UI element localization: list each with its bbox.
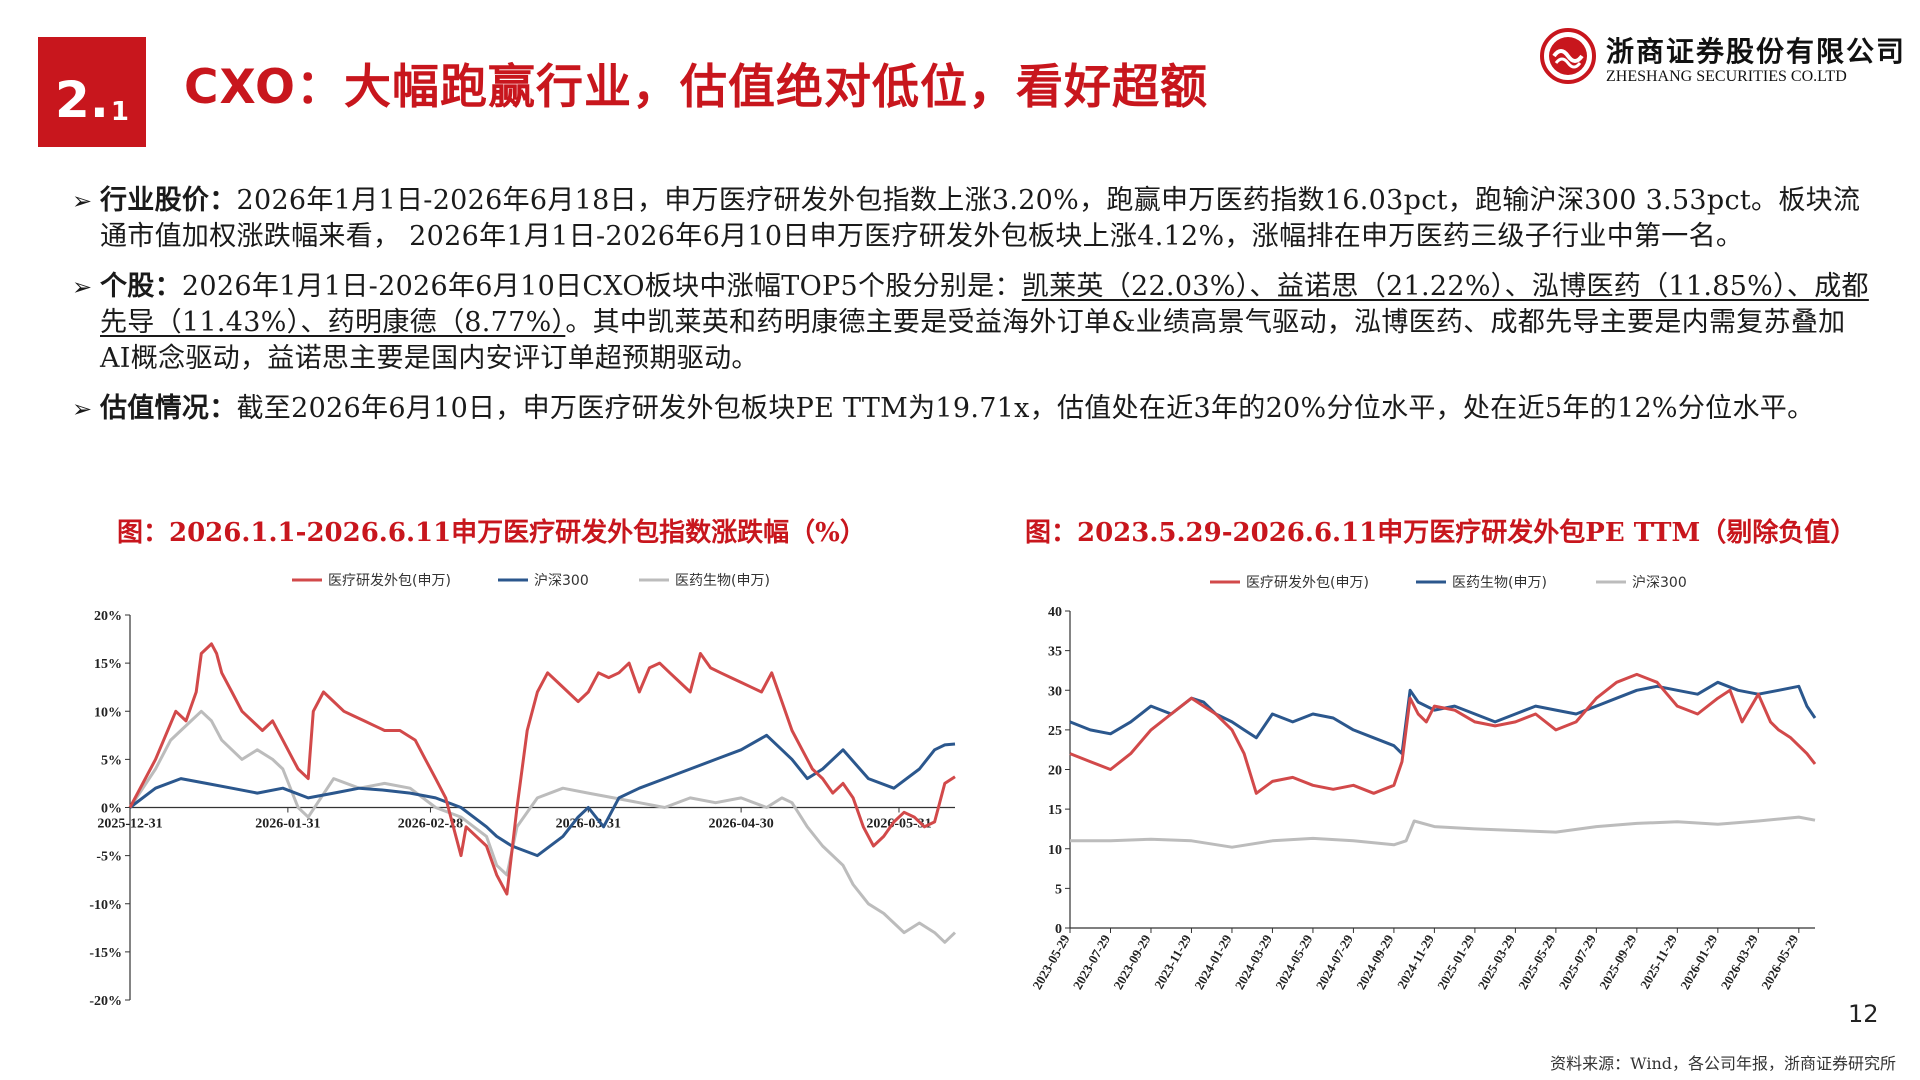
y-tick-label: -10% (89, 898, 122, 913)
x-tick-label: 2023-09-29 (1110, 932, 1154, 992)
section-badge: 2. 1 (38, 37, 146, 147)
x-tick-label: 2025-01-29 (1434, 932, 1478, 992)
company-logo: 浙商证券股份有限公司 ZHESHANG SECURITIES CO.LTD (1540, 28, 1904, 92)
x-tick-label: 2023-11-29 (1151, 932, 1194, 992)
legend-label-2: 沪深300 (1632, 575, 1687, 591)
y-tick-label: 30 (1048, 684, 1062, 699)
bullet-arrow-icon: ➢ (72, 273, 93, 301)
legend-label-1: 沪深300 (534, 573, 589, 589)
top5-stocks-underlined: 凯莱英（22.03%）、益诺思（21.22%）、泓博医药（11.85%）、成都先… (100, 271, 1869, 338)
section-subnumber: 1 (110, 97, 129, 127)
x-tick-label: 2026-03-29 (1718, 932, 1762, 992)
series-line-0 (128, 642, 956, 896)
x-tick-label: 2025-05-29 (1515, 932, 1559, 992)
bullet-individual-stocks: ➢ 个股：2026年1月1日-2026年6月10日CXO板块中涨幅TOP5个股分… (72, 269, 1872, 377)
x-tick-label: 2023-05-29 (1029, 932, 1073, 992)
x-tick-label: 2026-02-28 (398, 817, 463, 832)
legend-label-2: 医药生物(申万) (675, 573, 770, 589)
y-tick-label: 25 (1048, 724, 1062, 739)
x-tick-label: 2026-03-31 (556, 817, 621, 832)
bullet-arrow-icon: ➢ (72, 395, 93, 423)
x-tick-label: 2026-05-31 (866, 817, 931, 832)
y-tick-label: 0% (101, 802, 122, 817)
series-line-2 (128, 709, 957, 944)
chart2-title: 图：2023.5.29-2026.6.11申万医疗研发外包PE TTM（剔除负值… (1025, 518, 1857, 548)
index-return-chart: 医疗研发外包(申万) 沪深300 医药生物(申万) 20% 15% 10% 5% 0% -5% -… (89, 573, 957, 1009)
source-note: 资料来源：Wind，各公司年报，浙商证券研究所 (1550, 1054, 1896, 1073)
x-tick-label: 2026-05-29 (1758, 932, 1802, 992)
y-tick-label: 10 (1048, 843, 1062, 858)
section-number: 2. (55, 71, 109, 129)
y-tick-label: 35 (1048, 645, 1062, 660)
x-tick-label: 2026-01-31 (255, 817, 320, 832)
y-tick-label: 0 (1055, 922, 1062, 937)
page-number: 12 (1848, 1000, 1879, 1028)
x-tick-label: 2025-09-29 (1596, 932, 1640, 992)
x-tick-label: 2025-12-31 (97, 817, 162, 832)
x-tick-label: 2024-07-29 (1313, 932, 1357, 992)
x-tick-label: 2023-07-29 (1070, 932, 1114, 992)
series-line-1 (129, 733, 956, 858)
bullet-lead: 估值情况： (100, 393, 237, 424)
series-line-1 (1069, 680, 1817, 756)
y-tick-label: 15% (94, 657, 122, 672)
series-line-2 (1070, 815, 1816, 849)
company-name-cn: 浙商证券股份有限公司 (1606, 35, 1907, 68)
bullet-lead: 个股： (100, 271, 182, 302)
bullet-text: 2026年1月1日-2026年6月18日，申万医疗研发外包指数上涨3.20%，跑… (100, 185, 1861, 252)
y-tick-label: -5% (96, 850, 122, 865)
x-tick-label: 2025-03-29 (1475, 932, 1519, 992)
page-title: CXO：大幅跑赢行业，估值绝对低位，看好超额 (184, 60, 1209, 115)
x-tick-label: 2024-03-29 (1232, 932, 1276, 992)
y-tick-label: -15% (89, 946, 122, 961)
y-tick-label: 15 (1048, 803, 1062, 818)
bullet-text: 截至2026年6月10日，申万医疗研发外包板块PE TTM为19.71x，估值处… (236, 393, 1815, 424)
x-tick-label: 2024-05-29 (1272, 932, 1316, 992)
y-tick-label: 5% (101, 753, 122, 768)
pe-ttm-chart: 医疗研发外包(申万) 医药生物(申万) 沪深30040353025201510502… (1029, 575, 1817, 992)
bullet-text: 2026年1月1日-2026年6月10日CXO板块中涨幅TOP5个股分别是： (181, 271, 1022, 302)
series-line-0 (1069, 672, 1817, 795)
y-tick-label: 20% (94, 609, 122, 624)
y-tick-label: 10% (94, 705, 122, 720)
bullet-lead: 行业股价： (100, 185, 237, 216)
bullet-text: 。其中凯莱英和药明康德主要是受益海外订单&业绩高景气驱动，泓博医药、成都先导主要… (100, 307, 1846, 374)
chart1-title: 图：2026.1.1-2026.6.11申万医疗研发外包指数涨跌幅（%） (117, 518, 866, 548)
x-tick-label: 2024-01-29 (1191, 932, 1235, 992)
x-tick-label: 2026-04-30 (708, 817, 773, 832)
x-tick-label: 2024-09-29 (1353, 932, 1397, 992)
legend-label-1: 医药生物(申万) (1452, 575, 1547, 591)
zheshang-logo-icon (1540, 28, 1596, 84)
y-tick-label: -20% (89, 994, 122, 1009)
bullet-industry-price: ➢ 行业股价：2026年1月1日-2026年6月18日，申万医疗研发外包指数上涨… (72, 183, 1872, 255)
y-tick-label: 40 (1048, 605, 1062, 620)
y-tick-label: 5 (1055, 882, 1062, 897)
legend-label-0: 医疗研发外包(申万) (328, 573, 451, 589)
legend-label-0: 医疗研发外包(申万) (1246, 575, 1369, 591)
x-tick-label: 2025-07-29 (1556, 932, 1600, 992)
x-tick-label: 2025-11-29 (1637, 932, 1680, 992)
bullet-list: ➢ 行业股价：2026年1月1日-2026年6月18日，申万医疗研发外包指数上涨… (72, 183, 1872, 441)
bullet-valuation: ➢ 估值情况：截至2026年6月10日，申万医疗研发外包板块PE TTM为19.… (72, 391, 1872, 427)
company-name-en: ZHESHANG SECURITIES CO.LTD (1606, 68, 1847, 85)
y-tick-label: 20 (1048, 764, 1062, 779)
x-tick-label: 2024-11-29 (1394, 932, 1437, 992)
x-tick-label: 2026-01-29 (1677, 932, 1721, 992)
bullet-arrow-icon: ➢ (72, 187, 93, 215)
